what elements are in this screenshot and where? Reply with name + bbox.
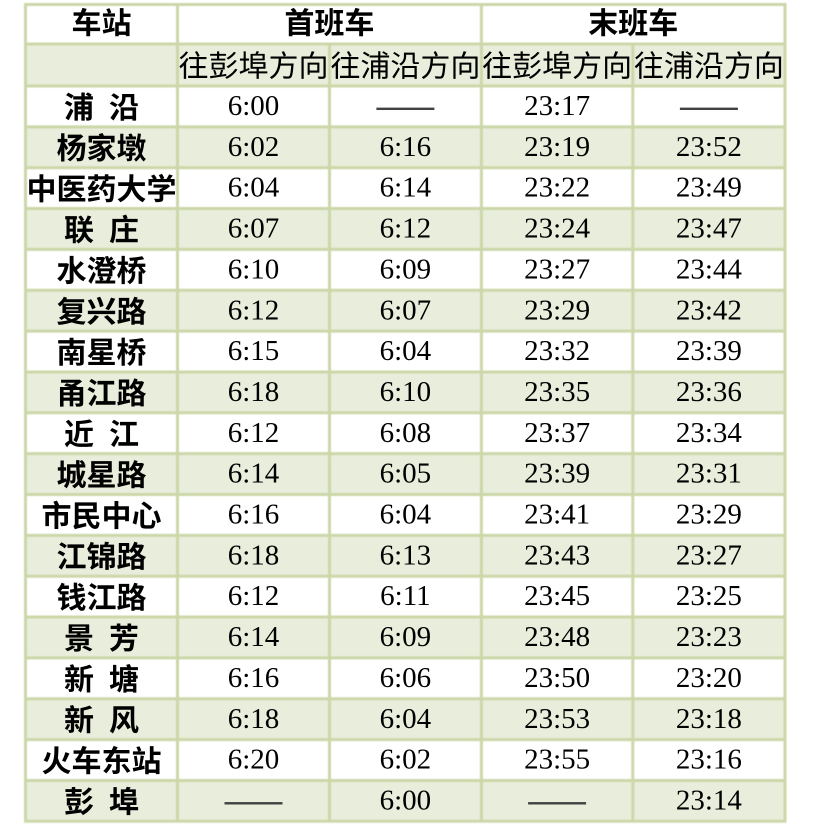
svg-text:23:16: 23:16 [676, 744, 742, 776]
svg-text:23:39: 23:39 [676, 335, 742, 367]
svg-text:23:43: 23:43 [524, 539, 590, 571]
svg-text:23:41: 23:41 [524, 499, 590, 531]
svg-text:6:13: 6:13 [380, 539, 432, 571]
svg-text:23:53: 23:53 [524, 703, 590, 735]
svg-text:23:20: 23:20 [676, 662, 742, 694]
svg-text:6:04: 6:04 [228, 172, 280, 204]
svg-text:6:20: 6:20 [228, 744, 280, 776]
svg-text:6:00: 6:00 [228, 90, 280, 122]
svg-text:6:11: 6:11 [380, 580, 430, 612]
svg-text:6:12: 6:12 [228, 294, 280, 326]
svg-text:6:10: 6:10 [380, 376, 432, 408]
svg-text:23:34: 23:34 [676, 417, 743, 449]
svg-text:23:19: 23:19 [524, 131, 590, 163]
svg-text:23:42: 23:42 [676, 294, 742, 326]
svg-text:6:06: 6:06 [380, 662, 432, 694]
svg-text:6:00: 6:00 [380, 784, 432, 816]
svg-text:23:29: 23:29 [524, 294, 590, 326]
svg-text:23:23: 23:23 [676, 621, 742, 653]
svg-text:23:48: 23:48 [524, 621, 590, 653]
svg-text:6:09: 6:09 [380, 253, 432, 285]
svg-text:6:16: 6:16 [228, 499, 280, 531]
svg-text:6:12: 6:12 [228, 580, 280, 612]
svg-text:23:50: 23:50 [524, 662, 590, 694]
svg-text:6:02: 6:02 [228, 131, 280, 163]
svg-text:23:37: 23:37 [524, 417, 590, 449]
svg-text:6:18: 6:18 [228, 376, 280, 408]
svg-text:23:27: 23:27 [524, 253, 590, 285]
svg-text:23:17: 23:17 [524, 90, 590, 122]
svg-text:23:22: 23:22 [524, 172, 590, 204]
svg-text:23:44: 23:44 [676, 253, 743, 285]
svg-text:23:14: 23:14 [676, 784, 743, 816]
svg-text:23:32: 23:32 [524, 335, 590, 367]
svg-text:6:14: 6:14 [228, 621, 280, 653]
svg-text:6:04: 6:04 [380, 703, 432, 735]
svg-text:6:12: 6:12 [380, 213, 432, 245]
svg-text:6:02: 6:02 [380, 744, 432, 776]
svg-text:6:05: 6:05 [380, 458, 432, 490]
svg-text:6:10: 6:10 [228, 253, 280, 285]
svg-text:6:09: 6:09 [380, 621, 432, 653]
svg-text:6:18: 6:18 [228, 539, 280, 571]
svg-text:23:18: 23:18 [676, 703, 742, 735]
svg-text:6:04: 6:04 [380, 335, 432, 367]
svg-text:6:04: 6:04 [380, 499, 432, 531]
svg-text:23:24: 23:24 [524, 213, 591, 245]
svg-text:23:27: 23:27 [676, 539, 742, 571]
svg-text:23:29: 23:29 [676, 499, 742, 531]
svg-text:23:49: 23:49 [676, 172, 742, 204]
svg-text:23:31: 23:31 [676, 458, 742, 490]
svg-text:6:14: 6:14 [228, 458, 280, 490]
svg-text:6:08: 6:08 [380, 417, 432, 449]
svg-text:6:15: 6:15 [228, 335, 280, 367]
svg-text:23:45: 23:45 [524, 580, 590, 612]
svg-text:6:07: 6:07 [380, 294, 432, 326]
svg-text:23:36: 23:36 [676, 376, 742, 408]
svg-text:6:16: 6:16 [228, 662, 280, 694]
svg-text:6:07: 6:07 [228, 213, 280, 245]
svg-text:23:25: 23:25 [676, 580, 742, 612]
svg-text:23:52: 23:52 [676, 131, 742, 163]
svg-text:6:12: 6:12 [228, 417, 280, 449]
svg-text:6:18: 6:18 [228, 703, 280, 735]
svg-text:23:47: 23:47 [676, 213, 742, 245]
svg-text:23:39: 23:39 [524, 458, 590, 490]
svg-text:23:35: 23:35 [524, 376, 590, 408]
svg-text:6:16: 6:16 [380, 131, 432, 163]
svg-text:23:55: 23:55 [524, 744, 590, 776]
svg-text:6:14: 6:14 [380, 172, 432, 204]
